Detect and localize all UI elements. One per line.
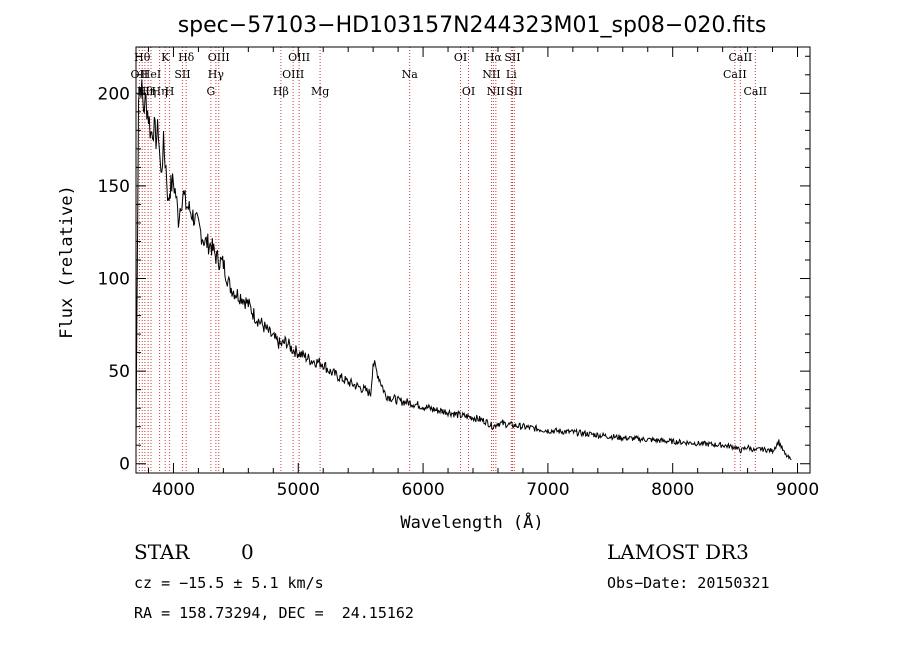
ra-dec-coordinates: RA = 158.73294, DEC = 24.15162: [134, 604, 414, 622]
y-axis-ticks: 0 50 100 150 200: [98, 55, 810, 475]
y-tick-label: 150: [98, 177, 130, 197]
spectral-line-label: Na: [402, 68, 419, 81]
spectral-line-label: HeI: [141, 68, 161, 81]
spectral-line-label: Hη: [140, 85, 156, 98]
survey-name: LAMOST DR3: [607, 540, 749, 564]
spectral-line-label: Hγ: [208, 68, 225, 81]
x-tick-label: 8000: [651, 480, 694, 500]
spectral-line-label: SII: [174, 68, 190, 81]
spectral-line-label: Hθ: [134, 51, 151, 64]
plot-frame: [135, 46, 811, 474]
x-tick-label: 5000: [277, 480, 320, 500]
x-tick-label: 9000: [776, 480, 819, 500]
spectral-line-label: Hα: [485, 51, 503, 64]
spectral-line-label: K: [161, 51, 170, 64]
spectral-line-label: Hη: [151, 85, 167, 98]
spectrum-series-line: [135, 79, 792, 461]
object-class: STAR: [134, 540, 190, 564]
x-axis-ticks: 4000 5000 6000 7000 8000 9000: [147, 47, 819, 500]
spectral-line-label: SII: [504, 51, 520, 64]
spectral-line-label: NII: [487, 85, 505, 98]
spectral-line-label: CaII: [723, 68, 747, 81]
y-tick-label: 100: [98, 270, 130, 290]
spectral-line-label: CaII: [743, 85, 767, 98]
spectral-line-label: Hδ: [178, 51, 195, 64]
redshift-cz: cz = −15.5 ± 5.1 km/s: [134, 574, 324, 592]
spectral-line-labels: OIIHθHθHηHeIHηKHSIIHδGHγOIIIHβOIIIOIIIMg…: [131, 51, 768, 98]
spectral-line-label: SII: [506, 85, 522, 98]
x-tick-label: 7000: [526, 480, 569, 500]
spectral-line-label: G: [206, 85, 215, 98]
spectral-line-label: H: [165, 85, 175, 98]
y-tick-label: 0: [119, 455, 130, 475]
spectral-line-label: OIII: [208, 51, 230, 64]
spectral-line-label: OI: [462, 85, 475, 98]
x-tick-label: 4000: [152, 480, 195, 500]
spectral-line-label: Li: [506, 68, 517, 81]
y-tick-label: 200: [98, 84, 130, 104]
observation-date: Obs−Date: 20150321: [607, 574, 770, 592]
y-tick-label: 50: [108, 362, 130, 382]
y-axis-label: Flux (relative): [57, 185, 77, 339]
chart-title: spec−57103−HD103157N244323M01_sp08−020.f…: [178, 13, 767, 38]
spectral-line-label: NII: [482, 68, 500, 81]
spectral-line-label: OIII: [288, 51, 310, 64]
spectral-line-markers: [138, 47, 756, 473]
spectral-line-label: OI: [454, 51, 467, 64]
object-subclass: 0: [241, 540, 254, 564]
spectral-line-label: OIII: [282, 68, 304, 81]
x-tick-label: 6000: [401, 480, 444, 500]
spectral-line-label: CaII: [729, 51, 753, 64]
spectral-line-label: Hβ: [273, 85, 289, 98]
x-axis-label: Wavelength (Å): [400, 511, 543, 533]
spectral-line-label: Mg: [311, 85, 329, 98]
